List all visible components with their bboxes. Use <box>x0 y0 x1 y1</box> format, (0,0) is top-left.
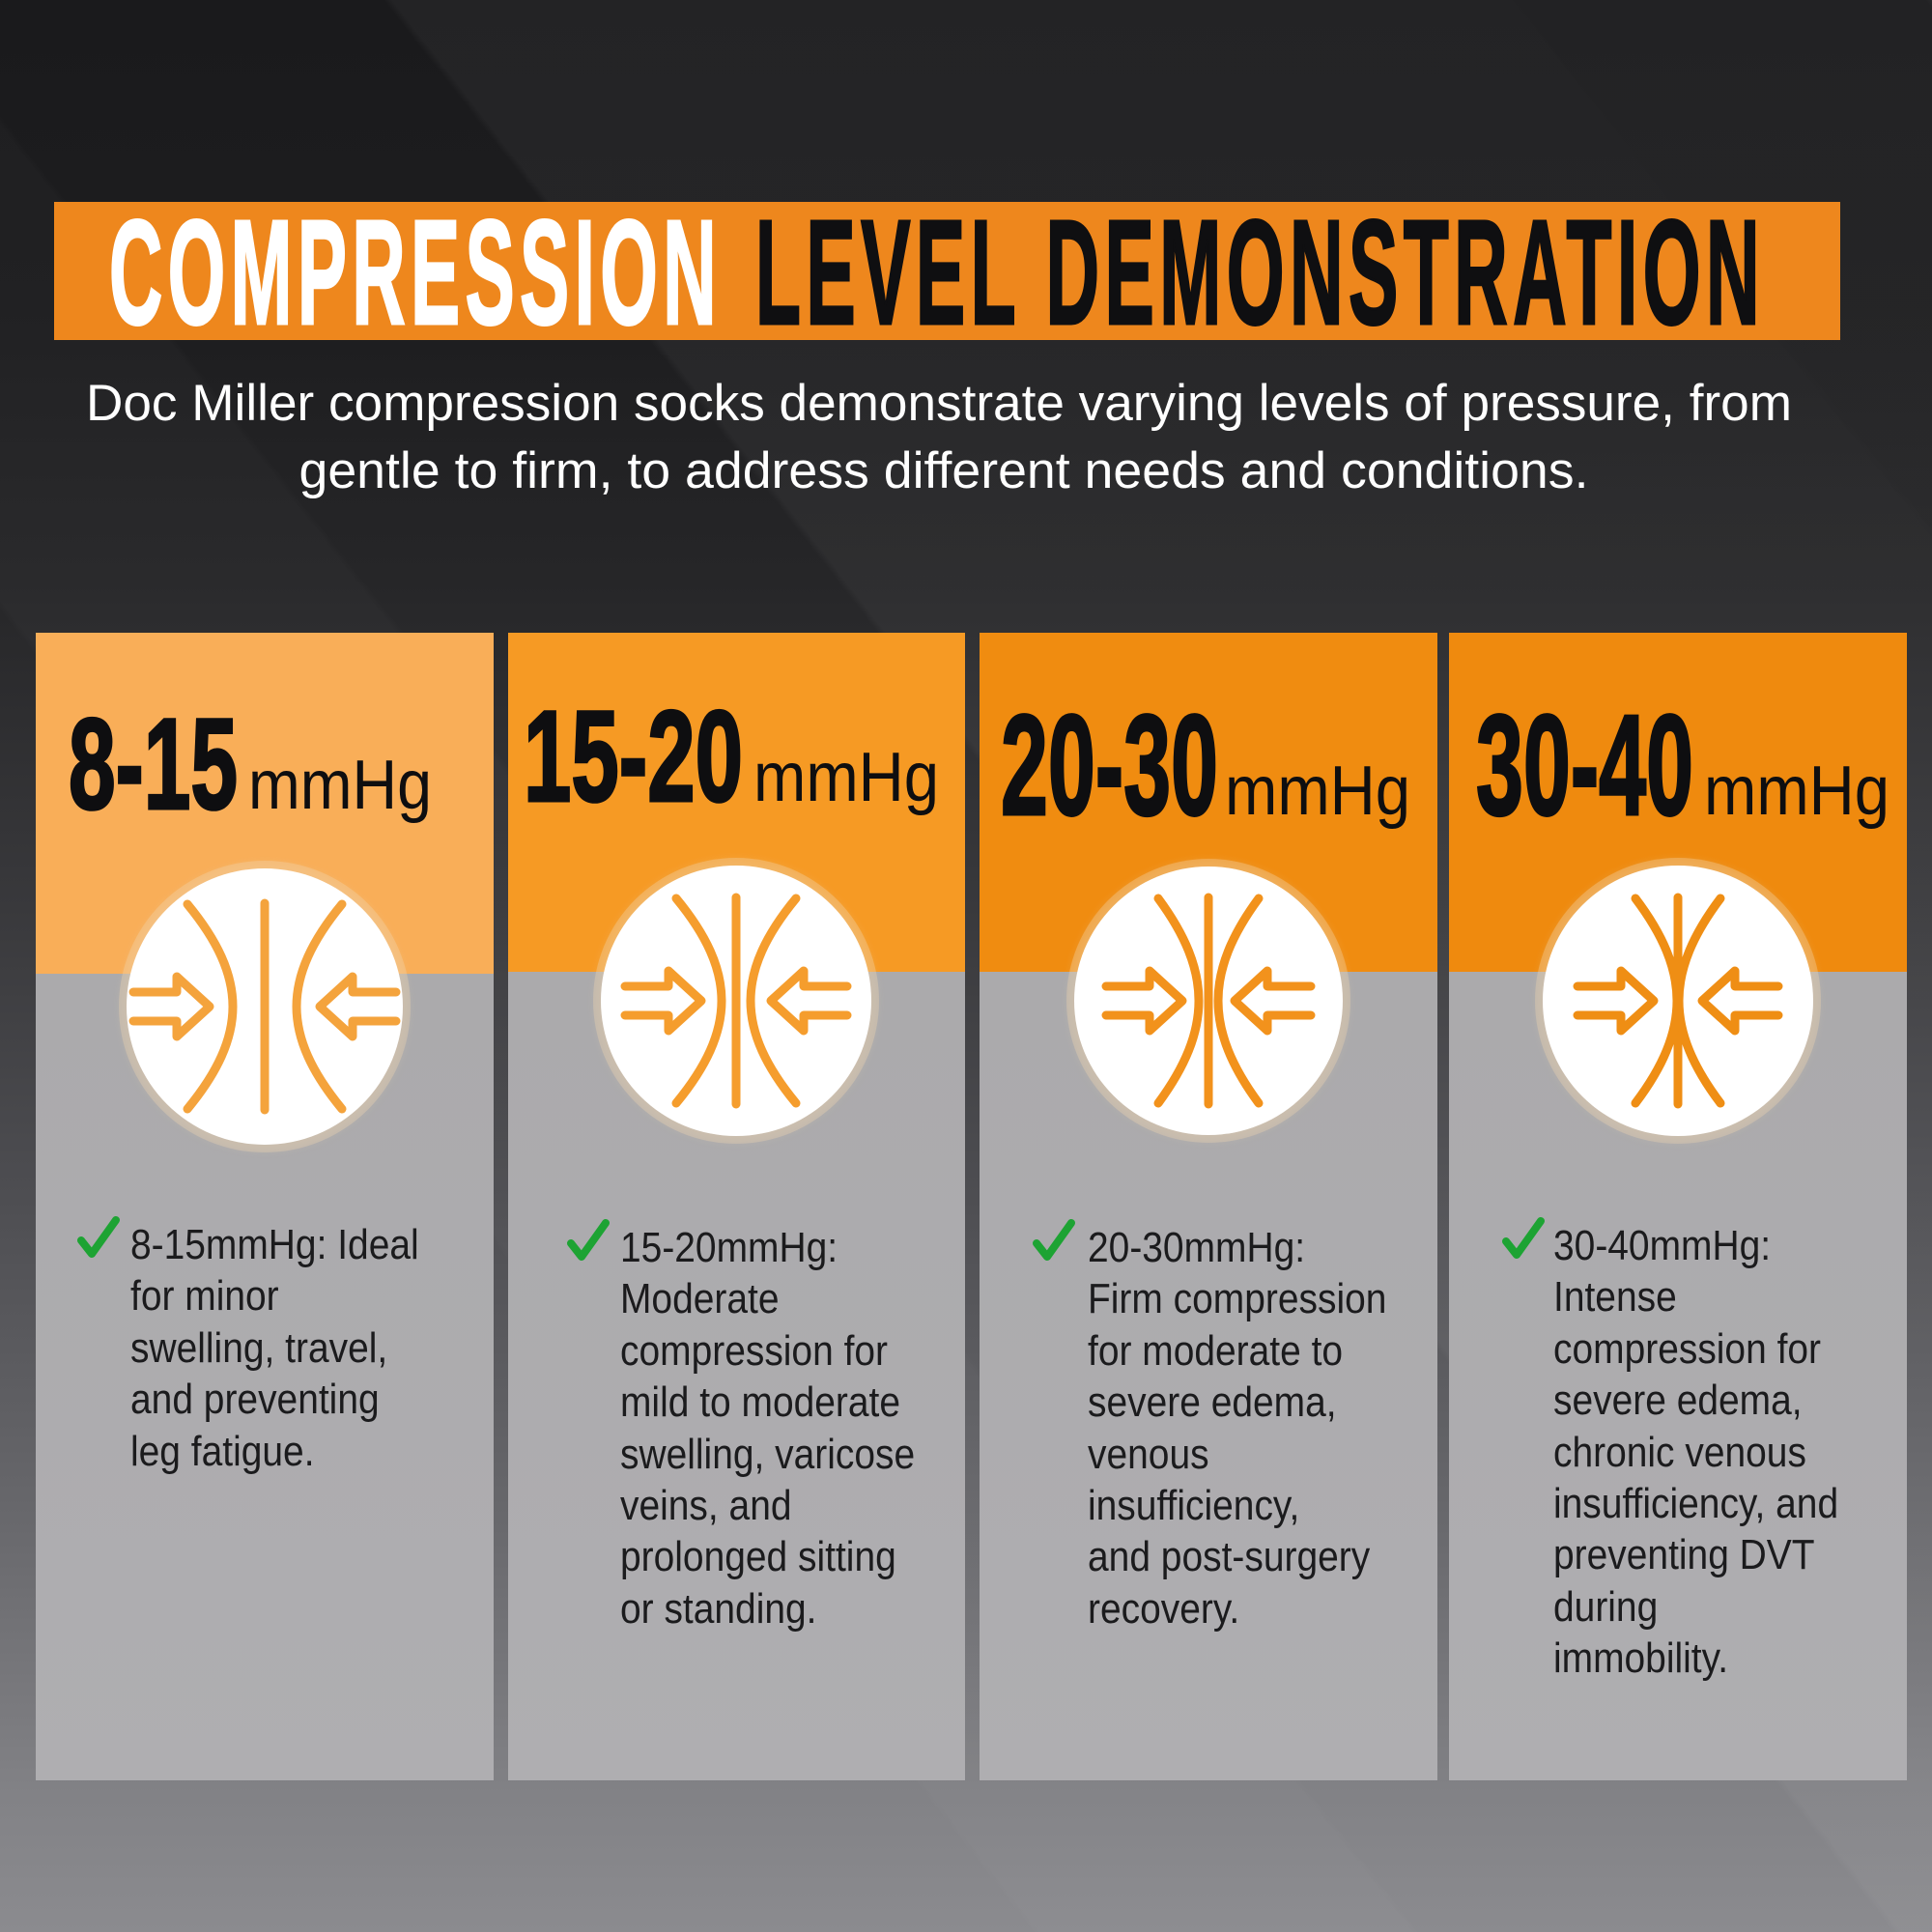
svg-text:15-20: 15-20 <box>524 685 743 829</box>
svg-text:mmHg: mmHg <box>753 739 939 816</box>
svg-text:8-15: 8-15 <box>69 693 238 837</box>
svg-text:gentle to firm, to address dif: gentle to firm, to address different nee… <box>299 443 1589 499</box>
svg-text:mmHg: mmHg <box>248 747 432 824</box>
svg-text:mmHg: mmHg <box>1704 753 1889 830</box>
svg-text:Doc Miller compression socks d: Doc Miller compression socks demonstrate… <box>86 376 1792 432</box>
svg-text:mmHg: mmHg <box>1225 753 1410 830</box>
svg-text:COMPRESSION: COMPRESSION <box>109 202 722 340</box>
svg-text:20-30: 20-30 <box>1001 686 1218 845</box>
svg-text:LEVEL DEMONSTRATION: LEVEL DEMONSTRATION <box>755 202 1765 340</box>
svg-text:30-40: 30-40 <box>1476 686 1693 845</box>
